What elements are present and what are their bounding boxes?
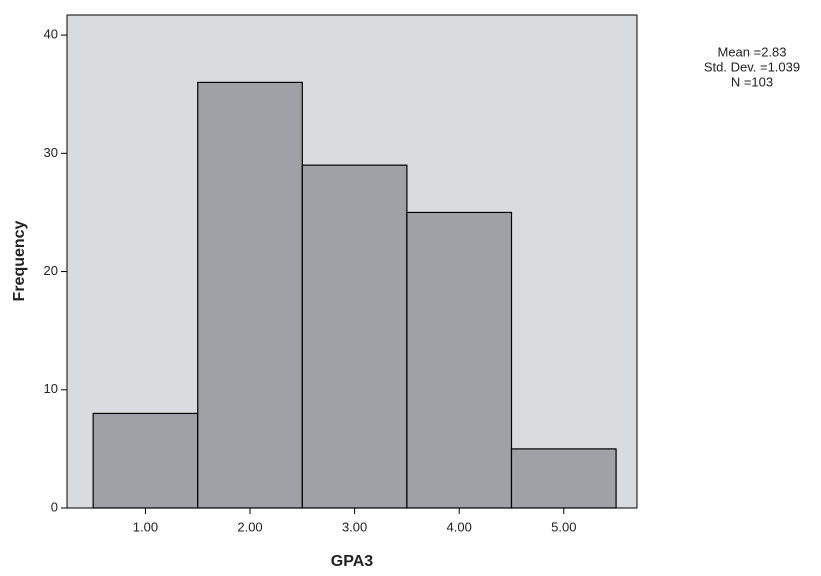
y-axis-label: Frequency bbox=[11, 220, 28, 301]
stat-annotation: Std. Dev. =1.039 bbox=[704, 59, 800, 74]
stat-annotation: Mean =2.83 bbox=[717, 44, 786, 59]
bar bbox=[92, 412, 199, 509]
bar bbox=[301, 164, 408, 509]
y-tick-label: 20 bbox=[44, 263, 58, 278]
x-tick-label: 4.00 bbox=[447, 519, 472, 534]
x-tick-label: 2.00 bbox=[237, 519, 262, 534]
bar bbox=[406, 211, 513, 509]
x-axis-label: GPA3 bbox=[331, 553, 373, 570]
stat-annotation: N =103 bbox=[731, 74, 773, 89]
bar bbox=[197, 81, 303, 509]
x-tick-label: 3.00 bbox=[342, 519, 367, 534]
y-tick-label: 0 bbox=[51, 499, 58, 514]
x-tick-label: 5.00 bbox=[551, 519, 576, 534]
y-tick-label: 40 bbox=[44, 27, 58, 42]
y-tick-label: 30 bbox=[44, 145, 58, 160]
bar bbox=[510, 448, 617, 509]
x-tick-label: 1.00 bbox=[133, 519, 158, 534]
y-tick-label: 10 bbox=[44, 381, 58, 396]
